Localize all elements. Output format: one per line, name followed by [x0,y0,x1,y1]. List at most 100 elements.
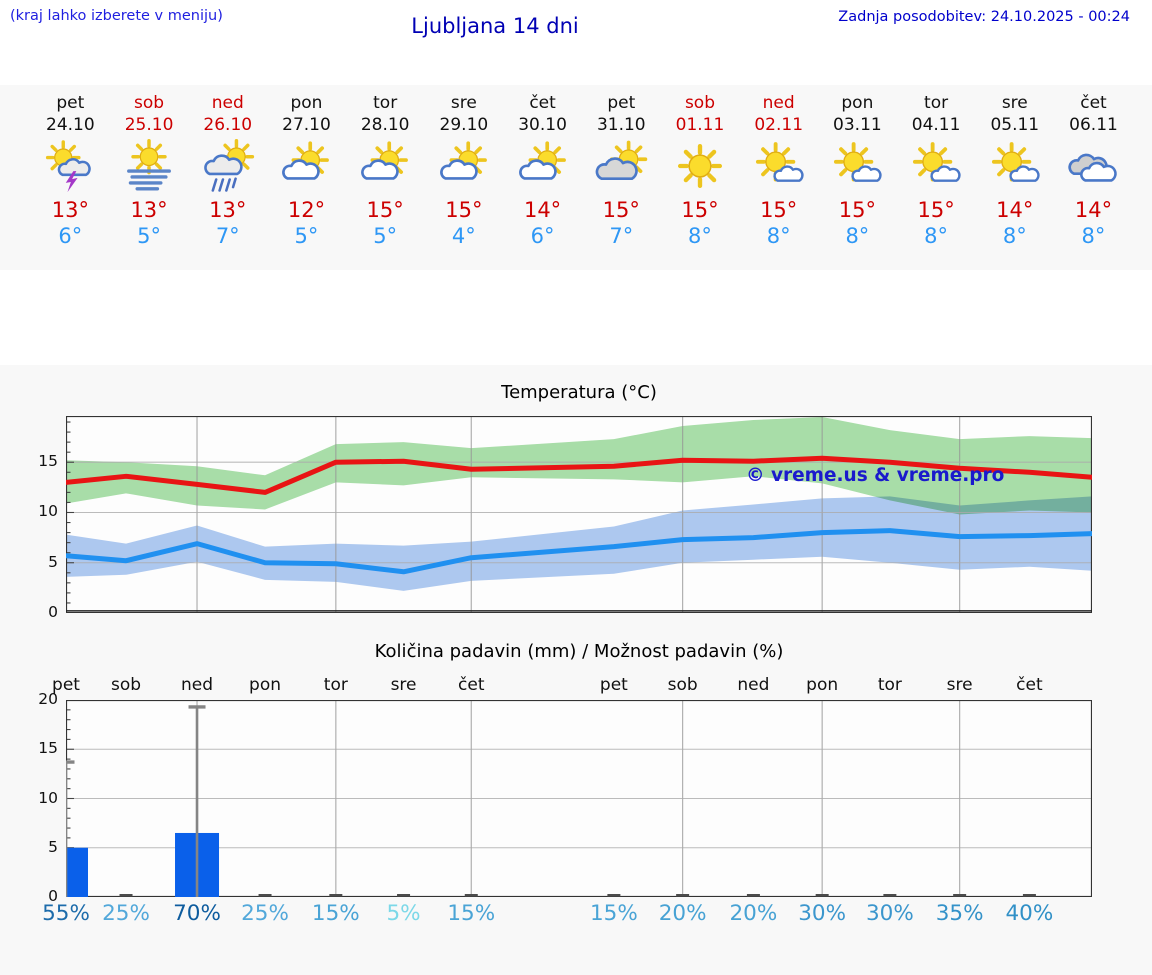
temp-ytick-label: 15 [38,452,58,471]
sun-fog-icon [122,139,176,193]
precip-day-label: čet [1016,675,1043,695]
sun-cloud-icon [437,139,491,193]
day-temp-max: 14° [523,198,562,222]
day-temp-max: 15° [445,198,483,222]
precip-probability-label: 25% [241,901,289,926]
day-date: 24.10 [46,115,95,135]
place-menu-hint: (kraj lahko izberete v meniju) [10,8,223,24]
page-title: Ljubljana 14 dni [411,14,579,38]
day-column: sre 29.10 15° 4° [425,92,504,270]
precip-day-label: sre [946,675,973,695]
day-column: čet 30.10 14° 6° [503,92,582,270]
precip-ytick-label: 15 [38,739,58,758]
day-temp-min: 8° [766,224,791,248]
temperature-chart [66,416,1092,613]
temp-ytick-label: 0 [48,603,58,621]
sun-smallcloud-icon [830,139,884,193]
day-name: tor [373,93,398,113]
precip-day-label: pet [52,675,80,695]
precip-probability-label: 30% [798,901,847,926]
precip-day-label: ned [737,675,770,695]
day-name: čet [529,93,556,113]
sun-cloud-thunder-icon [43,139,97,193]
day-temp-max: 14° [996,198,1034,222]
sun-cloud-icon [358,139,412,193]
day-temp-max: 13° [209,198,247,222]
precip-probability-label: 55% [42,901,90,926]
precip-probability-label: 20% [658,901,707,926]
day-column: pet 24.10 13° 6° [31,92,110,270]
precip-probability-label: 15% [311,901,360,926]
day-date: 05.11 [990,115,1040,135]
day-date: 25.10 [124,115,174,135]
sun-cloud-icon [516,139,570,193]
sun-cloud-icon [279,139,333,193]
day-temp-min: 7° [609,224,634,248]
day-date: 02.11 [754,115,804,135]
precip-probability-label: 70% [173,901,221,926]
day-name: tor [924,93,949,113]
day-temp-max: 15° [366,198,404,222]
precip-ytick-label: 10 [38,788,58,807]
day-date: 28.10 [360,115,410,135]
charts-section: Temperatura (°C) © vreme.us & vreme.pro … [0,365,1152,975]
precip-day-label: sob [110,675,142,695]
day-date: 01.11 [675,115,725,135]
precip-probability-label: 5% [386,901,421,926]
clouds-icon [1066,139,1120,193]
precip-day-label: pet [599,675,628,695]
day-column: sob 01.11 15° 8° [661,92,740,270]
day-name: ned [211,93,244,113]
day-temp-min: 6° [530,224,555,248]
precip-ytick-label: 5 [48,837,58,856]
temperature-chart-title: Temperatura (°C) [501,382,657,403]
day-column: pet 31.10 15° 7° [582,92,661,270]
precip-ytick-label: 0 [48,887,58,905]
day-temp-max: 12° [287,198,326,222]
day-temp-min: 6° [58,224,83,248]
cloud-sun-icon [594,139,648,193]
day-temp-max: 13° [51,198,89,222]
day-temp-min: 5° [137,224,161,248]
day-temp-min: 7° [215,224,240,248]
day-column: sre 05.11 14° 8° [975,92,1054,270]
day-temp-max: 15° [681,198,719,222]
day-temp-max: 15° [760,198,798,222]
precip-day-label: tor [877,675,902,695]
day-column: sob 25.10 13° 5° [110,92,189,270]
day-temp-min: 8° [688,224,712,248]
day-date: 06.11 [1069,115,1118,135]
temp-ytick-label: 5 [48,552,58,571]
precip-probability-label: 25% [102,901,150,926]
day-name: ned [762,93,795,113]
day-temp-max: 15° [917,198,955,222]
day-column: tor 28.10 15° 5° [346,92,425,270]
day-date: 03.11 [833,115,882,135]
day-name: sre [1001,93,1028,113]
watermark-link[interactable]: © vreme.us & vreme.pro [746,465,1005,486]
precip-ytick-label: 20 [38,690,58,708]
day-temp-min: 5° [373,224,398,248]
day-name: pet [607,93,636,113]
day-temp-max: 14° [1074,198,1113,222]
day-name: sob [684,93,715,113]
day-date: 27.10 [282,115,331,135]
day-temp-min: 8° [1002,224,1027,248]
sun-smallcloud-icon [988,139,1042,193]
day-date: 26.10 [203,115,253,135]
precip-probability-label: 35% [935,901,984,926]
sun-smallcloud-icon [752,139,806,193]
sun-icon [673,139,727,193]
precip-day-label: čet [458,675,485,695]
precip-day-label: sre [390,675,417,695]
day-name: pet [56,93,85,113]
day-column: pon 27.10 12° 5° [267,92,346,270]
sun-smallcloud-icon [909,139,963,193]
day-name: pon [290,93,323,113]
day-date: 30.10 [518,115,567,135]
precip-day-label: pon [249,675,282,695]
day-temp-min: 4° [451,224,476,248]
precip-probability-label: 15% [447,901,496,926]
precip-day-label: sob [667,675,698,695]
